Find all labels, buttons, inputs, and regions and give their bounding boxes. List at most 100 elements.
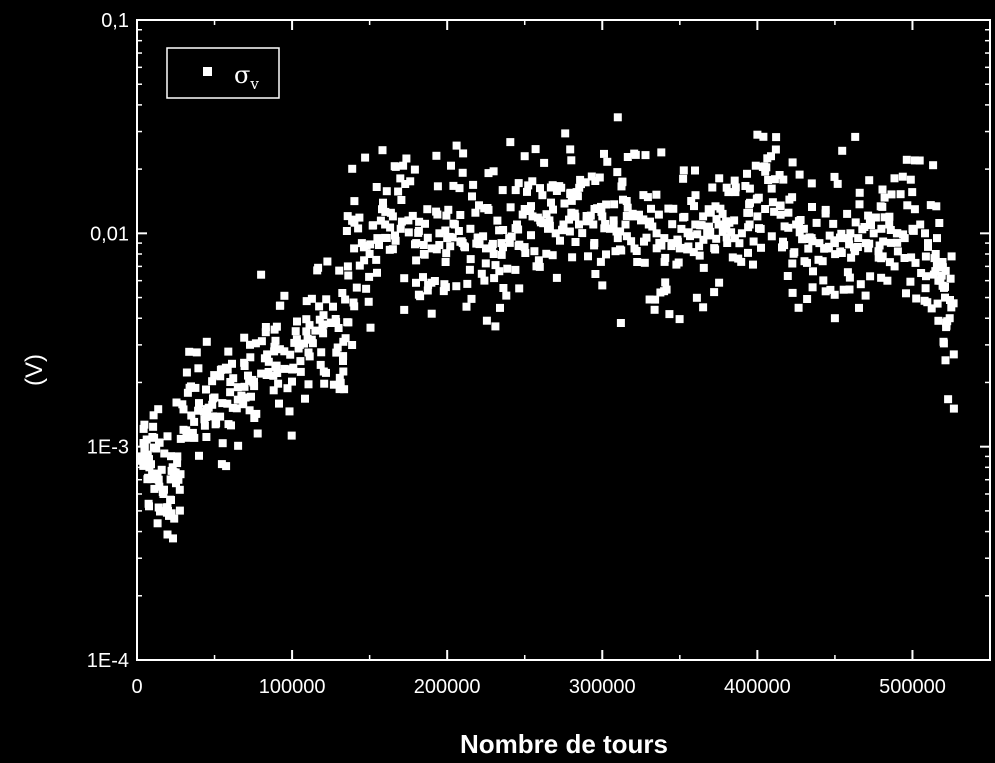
data-point [730,234,739,243]
data-point [155,482,164,491]
data-point [477,269,486,278]
data-point [623,153,632,161]
data-point [877,224,886,233]
data-point [755,224,763,233]
data-point [783,272,792,280]
data-point [200,415,209,424]
data-point [655,238,664,247]
data-point [903,201,912,210]
data-point [531,145,540,154]
data-point [145,502,153,511]
data-point [182,368,191,377]
data-point [917,269,926,277]
data-point [341,334,350,343]
data-point [322,295,331,304]
data-point [865,239,874,248]
data-point [350,218,359,227]
data-point [711,202,720,211]
data-point [378,146,387,155]
data-point [185,347,194,356]
data-point [565,215,573,224]
data-point [743,169,751,178]
data-point [947,303,956,312]
data-point [556,236,564,245]
data-point [706,227,715,236]
data-point [916,220,925,229]
data-point [949,350,958,359]
data-point [768,198,777,207]
data-point [809,267,817,276]
data-point [296,367,305,376]
data-point [825,231,834,240]
data-point [505,238,514,247]
data-point [830,239,839,248]
data-point [767,184,776,193]
data-point [887,190,896,199]
data-point [808,283,817,292]
data-point [664,204,673,213]
data-point [779,175,788,184]
data-point [427,244,436,253]
data-point [341,295,350,304]
data-point [432,207,441,216]
data-point [361,153,370,162]
data-point [479,232,488,241]
data-point [754,193,763,202]
data-point [846,229,855,238]
data-point [159,490,168,498]
data-point [908,188,917,197]
data-point [480,276,489,285]
data-point [890,262,899,271]
data-point [202,385,210,394]
data-point [527,202,535,211]
data-point [301,394,309,403]
data-point [245,406,254,415]
data-point [582,212,591,220]
data-point [818,257,827,266]
data-point [291,327,300,336]
data-point [152,444,161,453]
data-point [632,247,641,255]
data-point [602,250,610,259]
data-point [191,383,200,392]
data-point [460,242,469,251]
data-point [187,382,195,391]
data-point [776,201,785,210]
data-point [830,290,839,299]
data-point [362,284,371,293]
data-point [348,341,357,349]
data-point [572,188,581,197]
data-point [780,241,789,250]
data-point [668,220,677,229]
data-point [450,220,459,229]
data-point [160,449,169,458]
data-point [404,228,413,237]
data-point [320,379,329,388]
data-point [706,208,715,217]
data-point [571,212,580,221]
x-tick-label: 400000 [724,676,791,698]
data-point [675,315,684,324]
data-point [348,164,357,173]
data-point [731,183,740,192]
data-point [433,182,442,191]
data-point [442,249,451,258]
data-point [511,186,520,195]
x-tick-label: 500000 [879,676,946,698]
data-point [621,220,630,229]
data-point [744,248,752,257]
data-point [924,242,932,251]
data-point [864,211,873,220]
data-point [687,197,696,205]
data-point [775,171,784,179]
data-point [902,155,911,164]
data-point [770,175,779,184]
data-point [491,261,500,270]
data-point [935,219,944,227]
data-point [673,235,682,244]
data-point [208,377,217,386]
data-point [723,239,732,247]
data-point [454,227,463,235]
data-point [188,428,197,437]
data-point [329,380,338,389]
